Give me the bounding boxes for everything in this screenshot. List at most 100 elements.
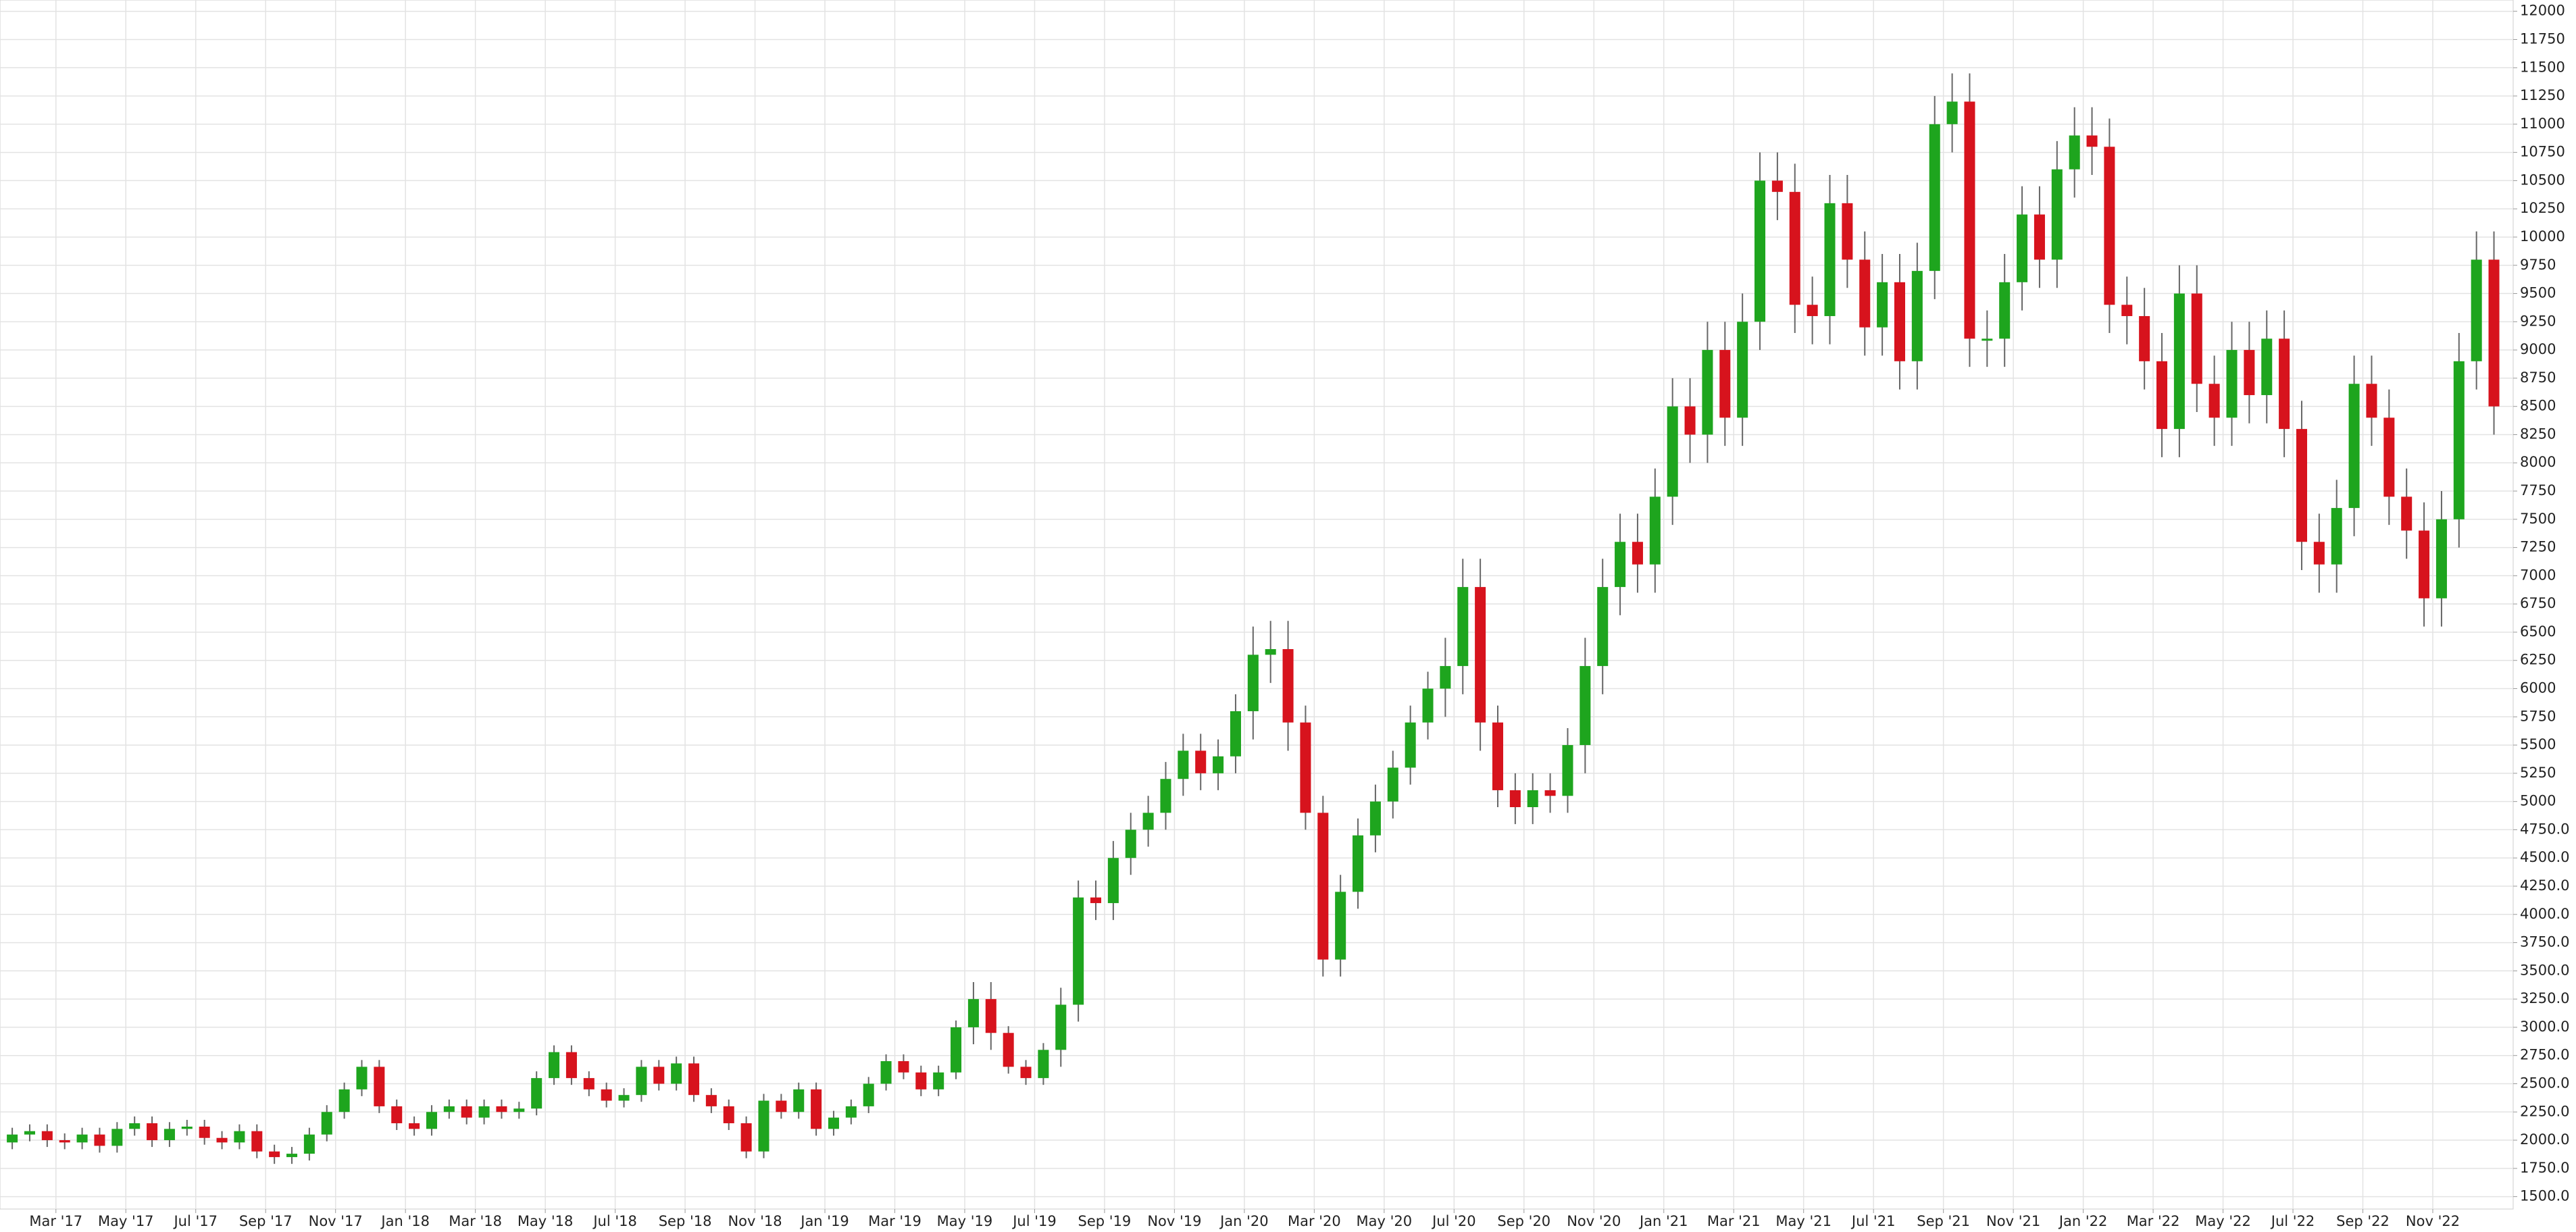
candle-body [565, 1052, 577, 1079]
candle-body [1247, 654, 1259, 711]
candle-body [531, 1078, 542, 1109]
candle-body [1562, 745, 1573, 796]
y-tick-label: 4500.0 [2520, 849, 2569, 865]
candle-body [1020, 1067, 1032, 1079]
candle-body [1580, 666, 1591, 746]
candle-body [2139, 315, 2150, 361]
candle-body [461, 1106, 472, 1118]
candle-body [147, 1123, 158, 1141]
candle-body [1807, 305, 1818, 316]
candle-body [1667, 406, 1678, 497]
y-tick-label: 5000 [2520, 793, 2556, 809]
candle-body [2279, 338, 2290, 430]
candle-body [111, 1129, 123, 1146]
y-tick-label: 10750 [2520, 144, 2565, 160]
candle-body [2086, 135, 2098, 147]
candle-body [2017, 214, 2028, 282]
candle-body [356, 1067, 368, 1089]
candle-body [1230, 711, 1241, 756]
candle-body [1946, 101, 1958, 124]
y-tick-label: 9250 [2520, 313, 2556, 329]
y-tick-label: 6250 [2520, 652, 2556, 668]
candle-body [671, 1063, 682, 1084]
candle-body [828, 1117, 839, 1129]
candle-body [863, 1083, 874, 1106]
candle-body [1178, 750, 1189, 779]
x-tick-label: Mar '17 [29, 1213, 82, 1229]
x-tick-label: Jul '17 [172, 1213, 218, 1229]
candle-body [7, 1134, 18, 1143]
candle-body [1457, 587, 1469, 667]
candle-body [2121, 305, 2133, 316]
candle-body [1544, 790, 1556, 796]
candle-body [1737, 322, 1748, 418]
x-tick-label: Mar '20 [1288, 1213, 1341, 1229]
y-tick-label: 10000 [2520, 228, 2565, 245]
candle-body [41, 1131, 53, 1141]
candle-body [1632, 542, 1643, 565]
y-tick-label: 9500 [2520, 285, 2556, 301]
candle-body [1107, 858, 1119, 904]
y-tick-label: 4000.0 [2520, 906, 2569, 922]
candle-body [1509, 790, 1521, 808]
y-tick-label: 2000.0 [2520, 1131, 2569, 1148]
candle-body [1160, 779, 1171, 813]
x-tick-label: Sep '21 [1917, 1213, 1970, 1229]
y-tick-label: 5750 [2520, 708, 2556, 724]
y-tick-label: 8500 [2520, 398, 2556, 414]
x-tick-label: Mar '22 [2127, 1213, 2180, 1229]
candle-body [2453, 361, 2465, 519]
x-tick-label: May '19 [937, 1213, 993, 1229]
y-tick-label: 9000 [2520, 341, 2556, 357]
candle-body [793, 1089, 805, 1112]
x-tick-label: Jul '21 [1850, 1213, 1896, 1229]
candle-body [426, 1112, 437, 1129]
y-tick-label: 3750.0 [2520, 934, 2569, 950]
candle-body [1719, 350, 1731, 418]
y-tick-label: 4750.0 [2520, 821, 2569, 837]
x-tick-label: Jan '20 [1219, 1213, 1269, 1229]
y-tick-label: 8750 [2520, 369, 2556, 386]
y-tick-label: 3250.0 [2520, 990, 2569, 1006]
y-tick-label: 8250 [2520, 426, 2556, 442]
y-tick-label: 2500.0 [2520, 1075, 2569, 1091]
candle-body [2383, 417, 2395, 497]
y-tick-label: 10500 [2520, 172, 2565, 188]
candle-body [2034, 214, 2045, 260]
candle-body [2156, 361, 2168, 430]
x-tick-label: Nov '18 [728, 1213, 782, 1229]
candle-body [845, 1106, 857, 1118]
candle-body [374, 1067, 385, 1106]
x-tick-label: May '21 [1775, 1213, 1832, 1229]
candle-body [2244, 350, 2255, 395]
candle-body [636, 1067, 647, 1096]
candle-body [2331, 508, 2342, 565]
y-tick-label: 6000 [2520, 680, 2556, 696]
candle-body [1038, 1050, 1049, 1079]
candle-body [24, 1131, 35, 1135]
y-tick-label: 4250.0 [2520, 877, 2569, 894]
candle-body [1789, 192, 1800, 305]
candle-body [1859, 259, 1871, 328]
candle-body [59, 1140, 70, 1143]
candle-body [269, 1151, 280, 1158]
y-tick-label: 11000 [2520, 116, 2565, 132]
candle-body [1353, 835, 1364, 892]
y-tick-label: 3500.0 [2520, 962, 2569, 978]
candle-body [1597, 587, 1609, 667]
candle-body [2191, 293, 2202, 384]
y-tick-label: 7000 [2520, 567, 2556, 583]
candle-body [181, 1126, 193, 1129]
candle-body [303, 1134, 315, 1154]
candle-body [1649, 496, 1661, 565]
y-tick-label: 2750.0 [2520, 1047, 2569, 1063]
candle-body [1090, 897, 1102, 904]
candle-body [2104, 147, 2115, 305]
candle-body [618, 1095, 630, 1101]
candle-body [2366, 384, 2377, 418]
candle-body [2051, 169, 2063, 260]
x-tick-label: Nov '20 [1567, 1213, 1621, 1229]
x-tick-label: Nov '21 [1986, 1213, 2040, 1229]
x-tick-label: Sep '19 [1078, 1213, 1132, 1229]
candle-body [76, 1134, 88, 1143]
